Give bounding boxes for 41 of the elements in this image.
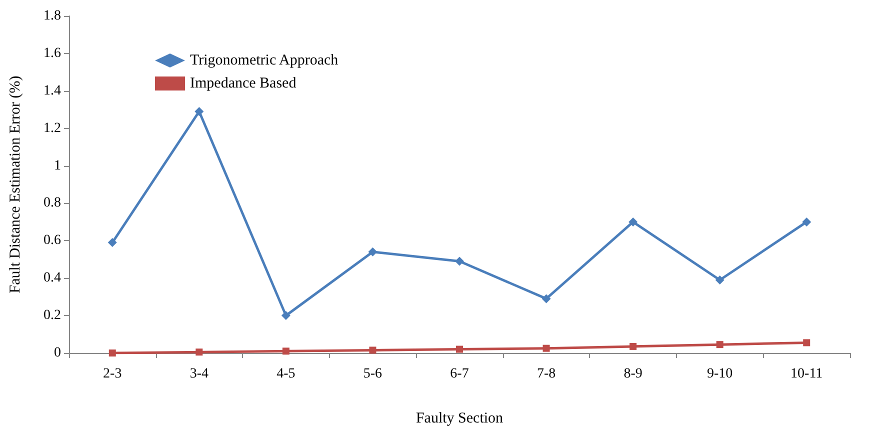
point (542, 294, 551, 304)
point (108, 350, 116, 356)
y-tick-label: 1.2 (44, 120, 61, 136)
point (628, 217, 638, 226)
y-tick-label: 1.6 (44, 46, 61, 61)
y-tick-label: 1.8 (44, 8, 61, 24)
x-tick-label: 4-5 (276, 366, 296, 382)
point (716, 341, 724, 348)
x-axis-title: Faulty Section (416, 410, 504, 426)
x-tick-label: 6-7 (450, 366, 469, 382)
y-tick-label: 1 (54, 158, 61, 174)
y-tick-label: 0.4 (44, 270, 61, 286)
y-tick-label: 0.8 (44, 196, 61, 211)
x-tick-label: 3-4 (190, 366, 209, 382)
point (369, 346, 376, 354)
y-tick-label: 0.6 (44, 233, 61, 248)
point (196, 348, 203, 356)
point (803, 339, 810, 346)
x-tick-label: 5-6 (363, 366, 382, 382)
legend-label: Trigonometric Approach (190, 52, 339, 68)
x-tick-label: 9-10 (706, 366, 733, 382)
x-tick-label: 8-9 (624, 366, 642, 382)
y-axis-title: Fault Distance Estimation Error (%) (8, 76, 24, 294)
y-tick-label: 1.4 (44, 83, 61, 98)
point (455, 256, 464, 266)
x-tick-label: 7-8 (536, 366, 556, 382)
point (715, 275, 724, 284)
point (630, 342, 637, 350)
point (281, 311, 290, 320)
point (456, 346, 463, 353)
x-tick-label: 10-11 (790, 366, 823, 382)
point (108, 238, 117, 248)
point (282, 348, 290, 355)
point (194, 106, 204, 116)
legend-label: Impedance Based (190, 76, 297, 92)
y-tick-label: 0 (54, 346, 61, 360)
y-tick-label: 0.2 (44, 308, 61, 324)
point (368, 247, 378, 256)
x-tick-label: 2-3 (103, 366, 122, 382)
point (542, 344, 550, 352)
point (802, 217, 812, 226)
